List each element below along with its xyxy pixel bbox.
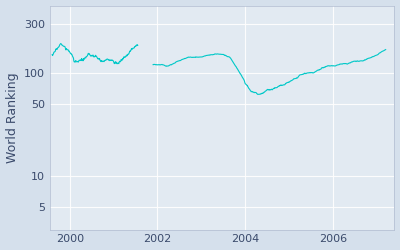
Y-axis label: World Ranking: World Ranking [6,72,18,163]
